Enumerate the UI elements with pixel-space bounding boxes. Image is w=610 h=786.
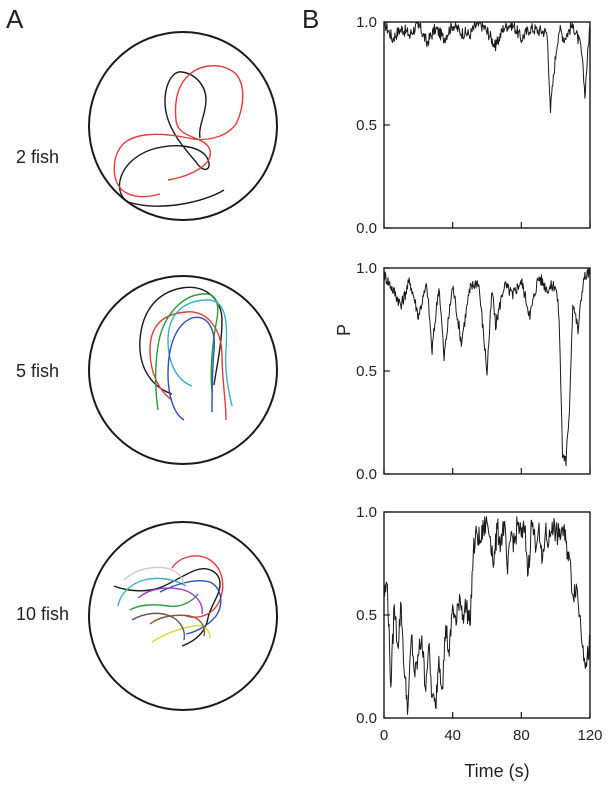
panel-b-letter: B (302, 4, 319, 34)
y-tick-label: 0.0 (356, 466, 377, 483)
trajectories-2-fish (113, 65, 244, 207)
trajectory-fish-blue (159, 580, 222, 635)
y-tick-label: 1.0 (356, 14, 377, 31)
x-tick-label: 120 (577, 727, 602, 744)
arena-label-10-fish: 10 fish (16, 604, 69, 624)
y-tick-label: 0.0 (356, 710, 377, 727)
trajectory-fish-red (113, 65, 244, 198)
x-axis-title: Time (s) (464, 761, 529, 781)
y-tick-label: 0.5 (356, 607, 377, 624)
arena-circle-2-fish (88, 31, 278, 221)
trajectory-fish-cyan (117, 577, 187, 607)
chart-2-fish: 0.0 0.5 1.0 (356, 14, 591, 237)
series-line (383, 516, 591, 715)
panel-a-letter: A (6, 4, 24, 34)
y-tick-label: 1.0 (356, 504, 377, 521)
trajectory-fish-blue (167, 316, 215, 421)
trajectory-fish-red (149, 311, 227, 421)
arena-label-5-fish: 5 fish (16, 361, 59, 381)
y-tick-label: 0.5 (356, 117, 377, 134)
plot-frame-2-fish (383, 21, 591, 229)
trajectory-fish-darkgray (131, 612, 186, 641)
chart-5-fish: 0.0 0.5 1.0 (356, 260, 591, 483)
trajectory-fish-green (129, 593, 199, 611)
trajectory-fish-red (171, 555, 224, 618)
trajectory-fish-yellow (151, 624, 211, 643)
y-tick-label: 0.5 (356, 363, 377, 380)
trajectory-fish-gray (123, 566, 185, 585)
x-tick-label: 0 (380, 727, 388, 744)
series-line (383, 268, 591, 467)
arena-circle-5-fish (88, 275, 278, 465)
trajectory-fish-purple (137, 587, 203, 615)
trajectory-fish-brown (149, 614, 206, 637)
plot-frame-10-fish (383, 511, 591, 719)
y-axis-title: P (334, 324, 354, 336)
series-line (383, 22, 591, 114)
y-tick-label: 1.0 (356, 260, 377, 277)
arena-circle-10-fish (88, 521, 278, 711)
arena-label-2-fish: 2 fish (16, 147, 59, 167)
chart-10-fish: 0.0 0.5 1.0 0 40 80 120 (356, 504, 602, 744)
trajectory-fish-black (113, 568, 221, 647)
trajectory-fish-green (154, 293, 219, 411)
trajectories-5-fish (139, 286, 233, 421)
x-tick-label: 40 (444, 727, 461, 744)
x-tick-label: 80 (513, 727, 530, 744)
trajectories-10-fish (113, 555, 224, 647)
y-tick-label: 0.0 (356, 220, 377, 237)
